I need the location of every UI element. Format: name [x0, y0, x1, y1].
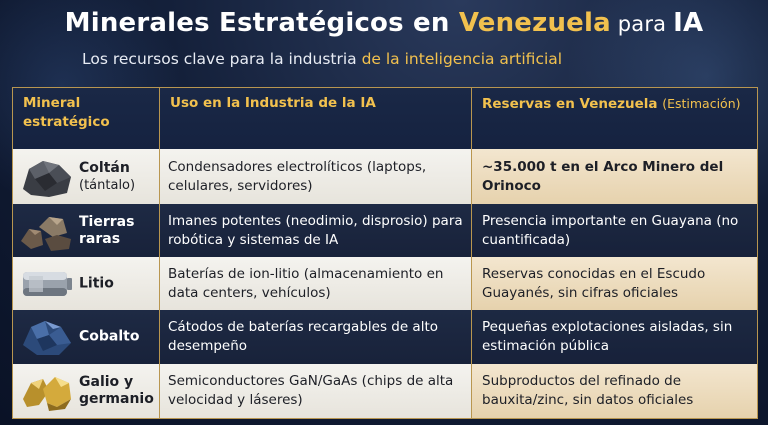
subtitle-highlight: de la inteligencia artificial: [361, 50, 563, 68]
page-title: Minerales Estratégicos en Venezuela para…: [0, 8, 768, 38]
title-connector: para: [610, 12, 674, 36]
gallium-nuggets-icon: [23, 377, 71, 411]
mineral-cell: Litio: [13, 257, 160, 310]
cobalt-ore-icon: [23, 321, 71, 355]
table-row: Galio y germanio Semiconductores GaN/GaA…: [13, 364, 757, 418]
reservas-cell: Pequeñas explotaciones aisladas, sin est…: [472, 310, 757, 364]
mineral-cell: Cobalto: [13, 310, 160, 364]
uso-cell: Imanes potentes (neodimio, disprosio) pa…: [160, 204, 472, 257]
mineral-cell: Galio y germanio: [13, 364, 160, 418]
table-row: Coltán (tántalo) Condensadores electrolí…: [13, 149, 757, 205]
uso-cell: Semiconductores GaN/GaAs (chips de alta …: [160, 364, 472, 418]
title-highlight: Venezuela: [458, 8, 611, 38]
coltan-rock-icon: [23, 160, 71, 197]
mineral-cell: Tierras raras: [13, 204, 160, 257]
mineral-name: Galio y germanio: [79, 374, 154, 407]
reservas-cell: Reservas conocidas en el Escudo Guayanés…: [472, 257, 757, 310]
header-uso: Uso en la Industria de la IA: [160, 88, 472, 149]
table-row: Cobalto Cátodos de baterías recargables …: [13, 310, 757, 365]
uso-cell: Baterías de ion-litio (almacenamiento en…: [160, 257, 472, 310]
uso-cell: Condensadores electrolíticos (laptops, c…: [160, 149, 472, 204]
mineral-name: Cobalto: [79, 328, 140, 345]
mineral-cell: Coltán (tántalo): [13, 149, 160, 204]
lithium-battery-icon: [23, 271, 72, 296]
subtitle-text: Los recursos clave para la industria: [82, 50, 362, 68]
uso-cell: Cátodos de baterías recargables de alto …: [160, 310, 472, 364]
title-ia: IA: [673, 8, 704, 38]
table-row: Litio Baterías de ion-litio (almacenamie…: [13, 257, 757, 311]
header-mineral: Mineral estratégico: [13, 88, 160, 149]
minerals-table: Mineral estratégico Uso en la Industria …: [12, 87, 758, 419]
reservas-cell: Subproductos del refinado de bauxita/zin…: [472, 364, 757, 418]
table-header-row: Mineral estratégico Uso en la Industria …: [13, 88, 757, 150]
title-text: Minerales Estratégicos en: [64, 8, 459, 38]
table-row: Tierras raras Imanes potentes (neodimio,…: [13, 204, 757, 258]
mineral-name: Coltán (tántalo): [79, 159, 136, 193]
rare-earth-rocks-icon: [21, 216, 71, 251]
mineral-name: Litio: [79, 275, 114, 291]
header-reservas: Reservas en Venezuela (Estimación): [482, 96, 741, 112]
page-subtitle: Los recursos clave para la industria de …: [82, 50, 562, 68]
mineral-name: Tierras raras: [79, 213, 135, 247]
reservas-cell: Presencia importante en Guayana (no cuan…: [472, 204, 757, 257]
reservas-cell: ~35.000 t en el Arco Minero del Orinoco: [472, 149, 757, 204]
